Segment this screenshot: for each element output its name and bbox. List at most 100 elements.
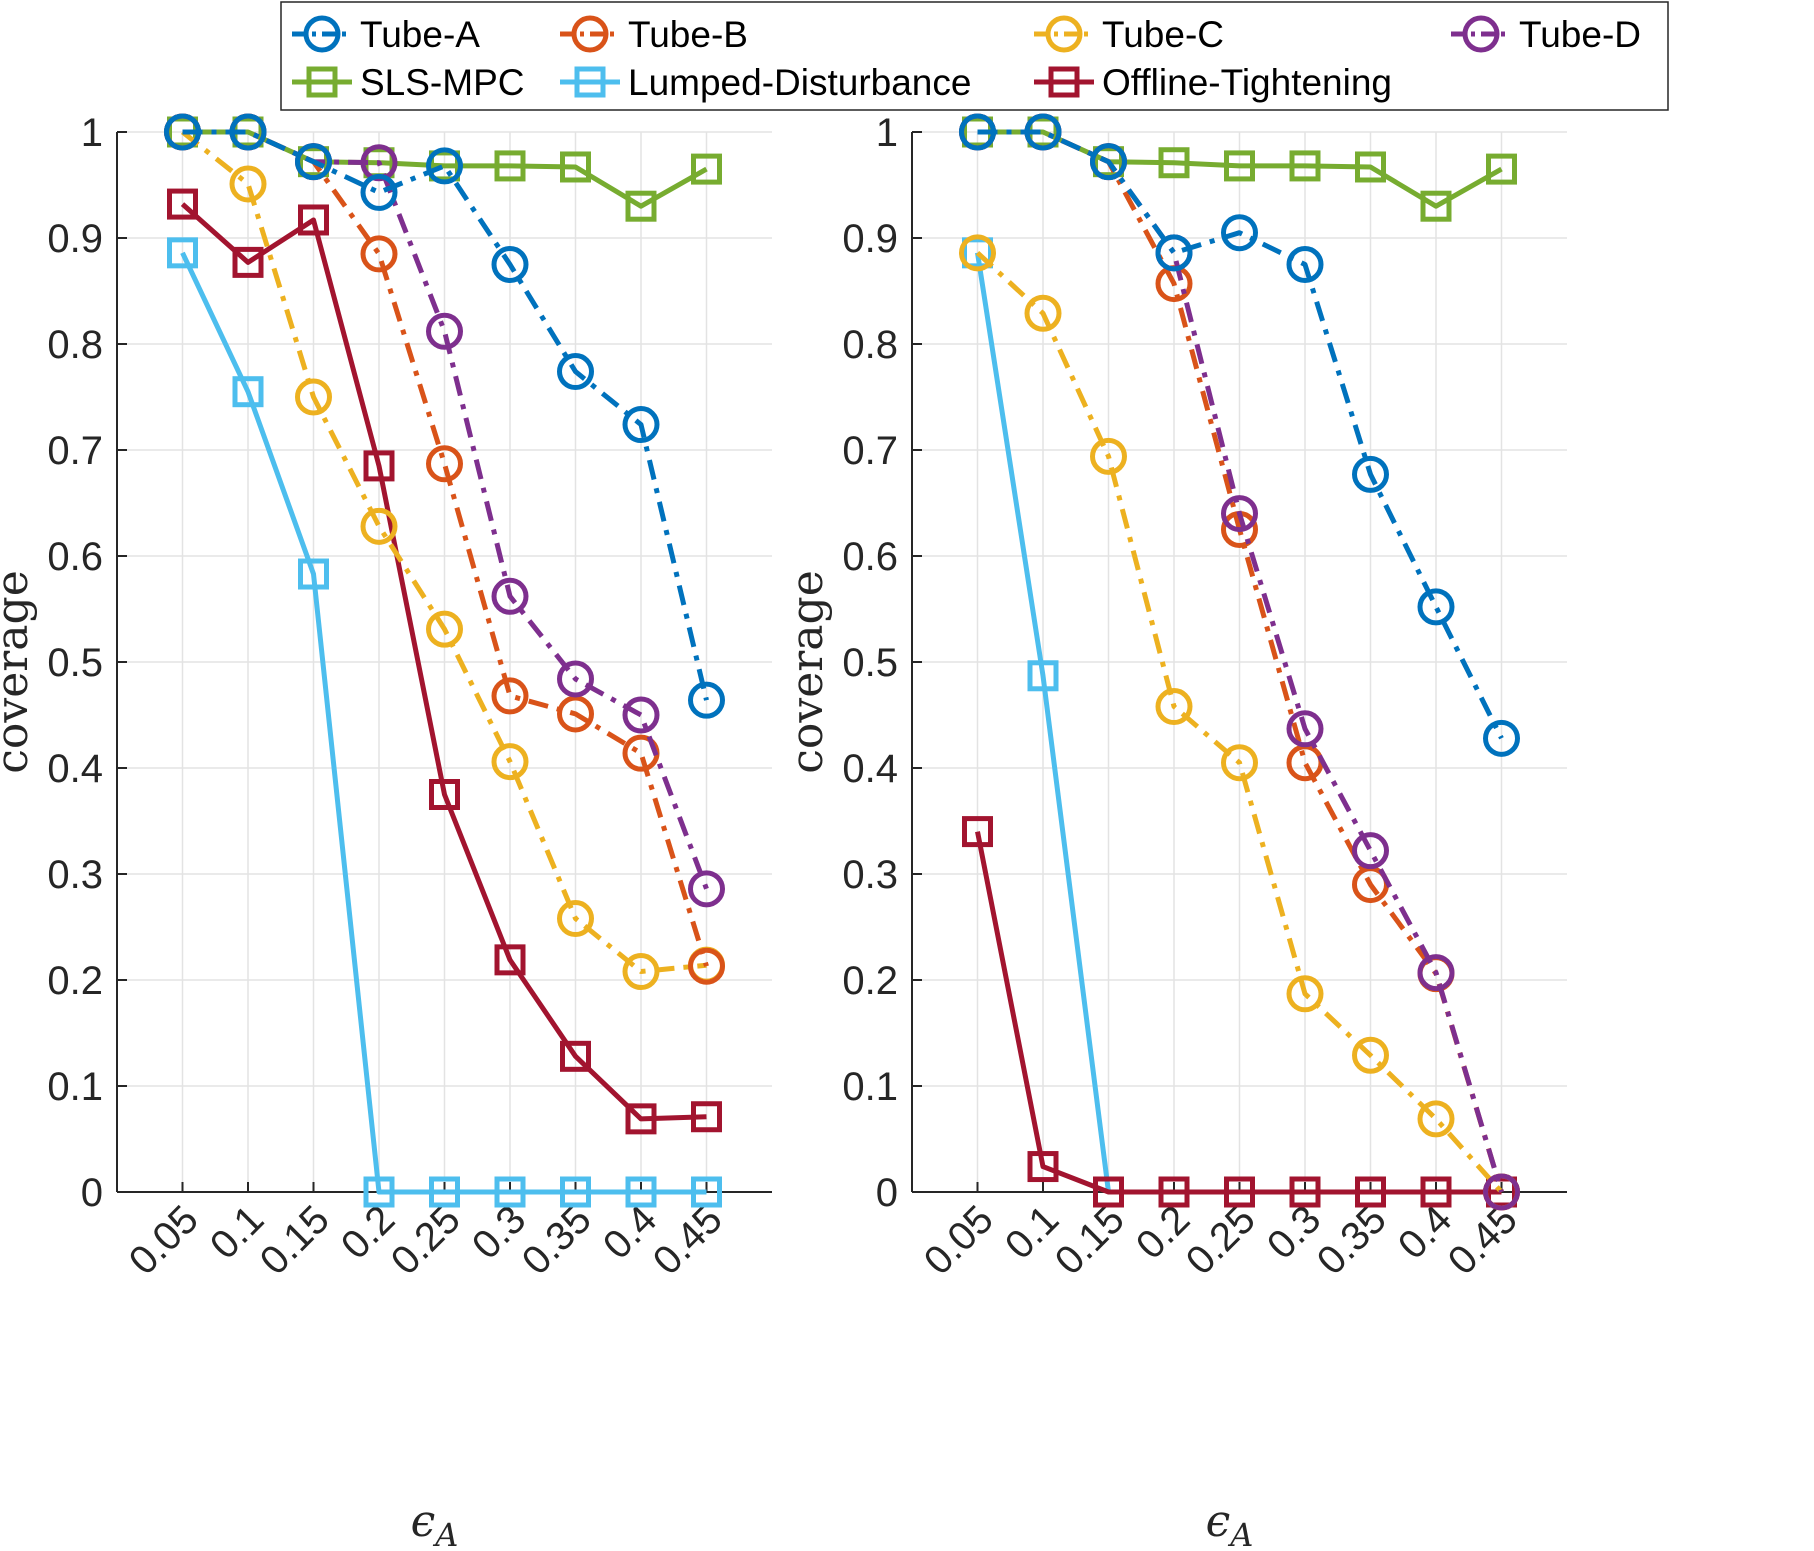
left-data-point-sls-mpc: [298, 146, 329, 178]
left-data-point-offline-tightening: [494, 944, 526, 976]
left-data-point-sls-mpc: [494, 150, 526, 182]
left-x-axis-label-subscript: A: [432, 1516, 458, 1551]
right-data-point-lumped-disturbance: [1027, 660, 1059, 692]
right-data-point-offline-tightening: [1224, 1176, 1255, 1208]
legend-label-offline-tightening: Offline-Tightening: [1102, 62, 1392, 103]
left-data-point-tube-c: [491, 743, 529, 781]
right-data-point-sls-mpc: [1486, 153, 1517, 185]
right-data-point-tube-a: [1417, 588, 1455, 626]
right-y-tick-label: 0.4: [842, 747, 898, 791]
legend-entry-lumped-disturbance: Lumped-Disturbance: [560, 62, 971, 103]
right-x-tick-label: 0.15: [1047, 1197, 1133, 1283]
right-data-point-tube-a: [1024, 113, 1062, 151]
left-y-tick-label: 0.8: [47, 323, 103, 367]
left-data-point-tube-d: [557, 660, 594, 698]
left-data-point-offline-tightening: [232, 246, 264, 278]
right-series-line-lumped-disturbance: [975, 252, 1111, 1193]
left-data-point-lumped-disturbance: [560, 1176, 591, 1208]
right-y-tick-label: 1: [876, 111, 898, 155]
right-data-point-sls-mpc: [1158, 147, 1190, 179]
right-data-point-tube-d: [1483, 1173, 1520, 1211]
legend-entry-tube-d: Tube-D: [1451, 14, 1641, 55]
left-data-point-tube-c: [426, 610, 463, 648]
left-data-point-tube-b: [688, 947, 725, 985]
left-series-line-lumped-disturbance: [180, 251, 707, 1195]
right-data-point-offline-tightening: [1486, 1176, 1517, 1208]
left-y-tick-label: 0.2: [47, 959, 103, 1003]
left-series-line-tube-c: [180, 130, 707, 974]
legend-label-tube-d: Tube-D: [1519, 14, 1641, 55]
right-x-axis-label-symbol: ϵ: [1206, 1496, 1231, 1547]
left-y-tick-label: 0.3: [47, 853, 103, 897]
right-data-point-sls-mpc: [1420, 190, 1452, 222]
legend-entry-tube-b: Tube-B: [560, 14, 748, 55]
right-series-line-tube-c: [975, 250, 1504, 1194]
left-data-point-tube-c: [295, 378, 332, 416]
left-data-point-sls-mpc: [429, 150, 460, 182]
right-data-point-sls-mpc: [1355, 151, 1386, 183]
right-y-tick-label: 0: [876, 1171, 898, 1215]
right-data-point-tube-c: [959, 234, 996, 272]
left-x-tick-label: 0.45: [645, 1197, 731, 1283]
right-data-point-tube-a: [1483, 719, 1520, 757]
left-y-tick-label: 0: [81, 1171, 103, 1215]
left-series-offline-tightening: [167, 188, 722, 1135]
right-data-point-tube-c: [1417, 1100, 1455, 1138]
left-x-tick-label: 0.35: [514, 1197, 600, 1283]
left-y-tick-label: 0.9: [47, 217, 103, 261]
left-data-point-tube-a: [622, 406, 660, 444]
left-data-point-tube-b: [557, 695, 594, 733]
right-data-point-sls-mpc: [1093, 146, 1124, 178]
right-data-point-tube-c: [1286, 975, 1324, 1013]
legend-marker-lumped-disturbance: [574, 66, 606, 98]
left-data-point-tube-b: [360, 235, 398, 273]
right-data-point-offline-tightening: [1289, 1176, 1321, 1208]
legend-marker-tube-b: [571, 15, 609, 53]
left-data-point-lumped-disturbance: [691, 1176, 722, 1208]
left-data-point-offline-tightening: [298, 204, 329, 236]
right-data-point-tube-a: [959, 113, 996, 151]
left-data-point-lumped-disturbance: [429, 1176, 460, 1208]
right-y-tick-label: 0.8: [842, 323, 898, 367]
right-x-tick-label: 0.25: [1178, 1197, 1264, 1283]
left-data-point-tube-c: [360, 507, 398, 545]
right-y-tick-label: 0.1: [842, 1065, 898, 1109]
left-data-point-sls-mpc: [691, 153, 722, 185]
right-x-axis-label: ϵA: [1206, 1496, 1254, 1551]
right-y-tick-label: 0.6: [842, 535, 898, 579]
left-data-point-tube-d: [491, 577, 529, 615]
right-data-point-tube-c: [1090, 437, 1127, 475]
right-data-point-tube-d: [1417, 954, 1455, 992]
right-series-offline-tightening: [962, 816, 1517, 1208]
right-series-line-offline-tightening: [975, 831, 1502, 1195]
legend-box: [280, 1, 1669, 111]
right-y-tick-label: 0.9: [842, 217, 898, 261]
right-data-point-tube-a: [1352, 455, 1389, 493]
legend-label-lumped-disturbance: Lumped-Disturbance: [628, 62, 971, 103]
left-data-point-offline-tightening: [625, 1103, 657, 1135]
right-data-point-offline-tightening: [1158, 1176, 1190, 1208]
left-x-axis-label: ϵA: [411, 1496, 459, 1551]
right-data-point-sls-mpc: [1224, 150, 1255, 182]
left-data-point-tube-a: [360, 173, 398, 211]
right-data-point-tube-c: [1155, 688, 1193, 726]
right-data-point-lumped-disturbance: [962, 237, 993, 269]
left-data-point-offline-tightening: [429, 779, 460, 810]
legend-marker-offline-tightening: [1048, 66, 1080, 98]
left-x-tick-label: 0.25: [383, 1197, 469, 1283]
left-data-point-lumped-disturbance: [298, 558, 329, 590]
left-series-tube-a: [164, 113, 725, 719]
left-data-point-offline-tightening: [363, 450, 395, 482]
right-data-point-tube-a: [1155, 234, 1193, 272]
left-data-point-lumped-disturbance: [625, 1176, 657, 1208]
left-data-point-lumped-disturbance: [494, 1176, 526, 1208]
left-data-point-tube-a: [688, 681, 725, 719]
right-data-point-tube-a: [1286, 246, 1324, 283]
left-series-line-offline-tightening: [180, 202, 707, 1122]
right-y-tick-label: 0.7: [842, 429, 898, 473]
legend-entry-tube-c: Tube-C: [1034, 14, 1224, 55]
left-y-tick-label: 0.7: [47, 429, 103, 473]
legend-marker-tube-a: [303, 15, 341, 53]
left-data-point-sls-mpc: [560, 151, 591, 183]
left-y-tick-label: 0.6: [47, 535, 103, 579]
